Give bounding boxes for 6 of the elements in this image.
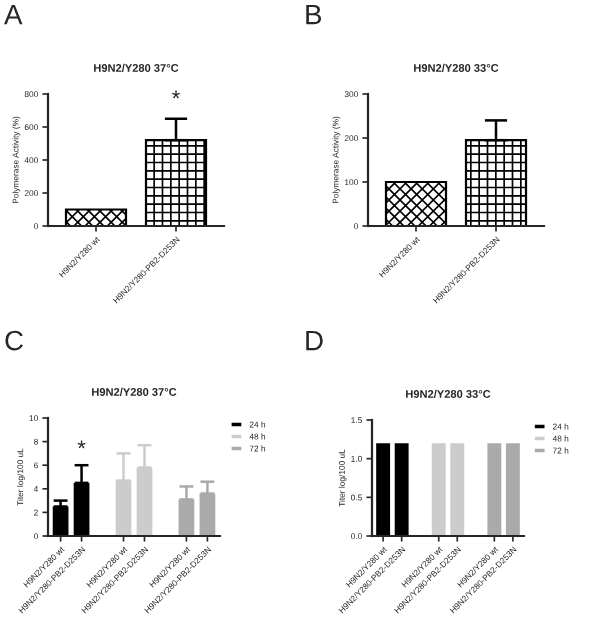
text: D [306, 331, 323, 351]
text: A [4, 5, 23, 25]
text: C [5, 330, 23, 351]
annotation: * [172, 90, 180, 99]
annotation: * [77, 440, 86, 449]
text: B [306, 5, 322, 25]
